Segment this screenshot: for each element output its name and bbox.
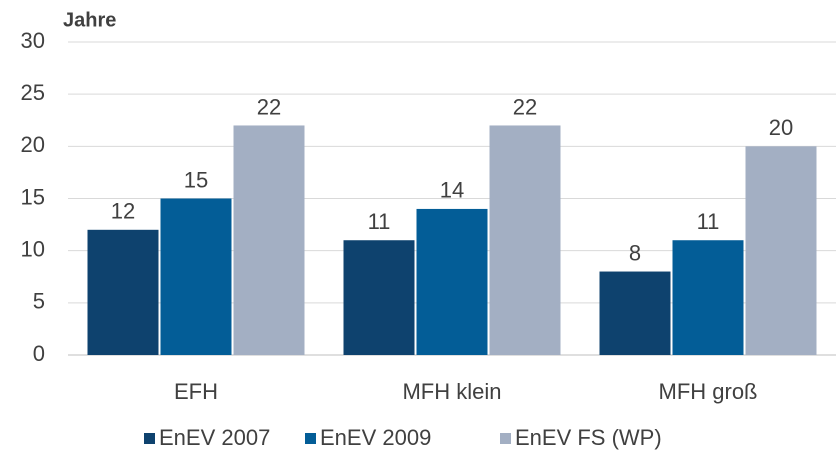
legend-label: EnEV FS (WP) — [515, 425, 662, 450]
bar — [672, 240, 744, 355]
data-label: 12 — [111, 199, 135, 224]
data-label: 14 — [440, 178, 464, 203]
y-tick-label: 20 — [21, 132, 45, 157]
y-tick-label: 25 — [21, 80, 45, 105]
bar — [599, 271, 671, 355]
data-label: 22 — [257, 94, 281, 119]
y-tick-label: 10 — [21, 236, 45, 261]
x-tick-label: EFH — [174, 379, 218, 404]
legend-swatch — [500, 433, 511, 444]
legend-swatch — [305, 433, 316, 444]
bar — [416, 208, 488, 355]
y-tick-label: 5 — [33, 289, 45, 314]
legend-label: EnEV 2009 — [320, 425, 431, 450]
y-axis-label: Jahre — [63, 9, 116, 31]
bar — [343, 240, 415, 355]
bar — [160, 198, 232, 355]
data-label: 11 — [697, 209, 720, 234]
data-label: 11 — [368, 209, 391, 234]
data-label: 22 — [513, 94, 537, 119]
legend-swatch — [144, 433, 155, 444]
data-label: 15 — [184, 167, 208, 192]
y-tick-label: 0 — [33, 341, 45, 366]
data-label: 20 — [769, 115, 793, 140]
legend-label: EnEV 2007 — [159, 425, 270, 450]
y-tick-label: 30 — [21, 28, 45, 53]
x-tick-label: MFH groß — [659, 379, 758, 404]
x-tick-label: MFH klein — [402, 379, 501, 404]
bar — [745, 146, 817, 355]
bar — [233, 125, 305, 355]
bar — [489, 125, 561, 355]
bar — [87, 229, 159, 355]
y-tick-label: 15 — [21, 184, 45, 209]
data-label: 8 — [629, 240, 641, 265]
